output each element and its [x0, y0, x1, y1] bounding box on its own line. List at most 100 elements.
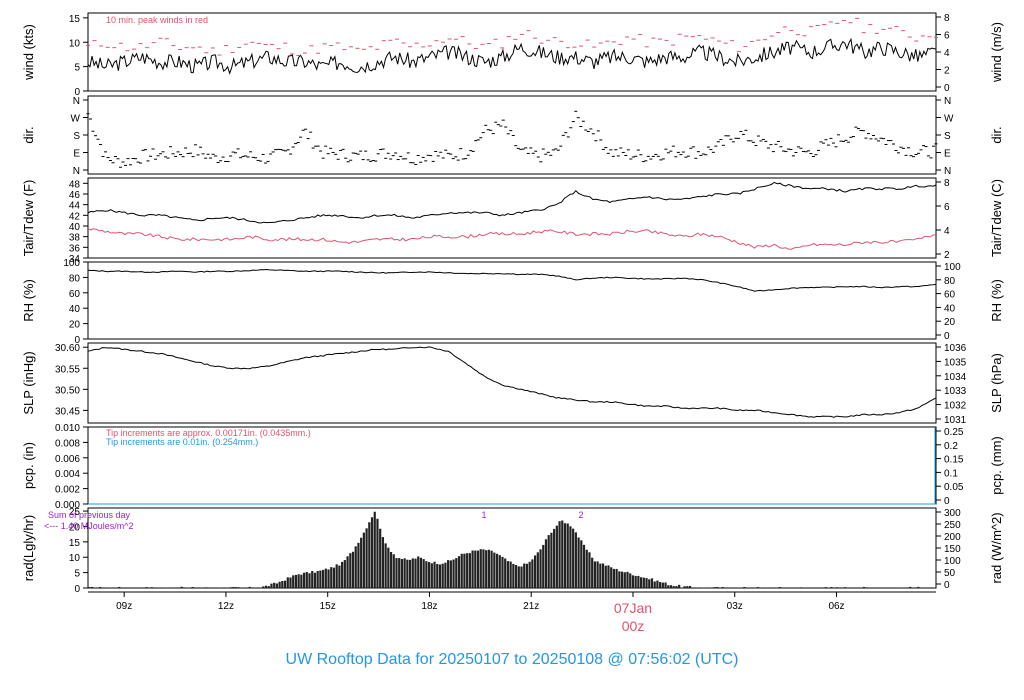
- x-tick-label: 03z: [727, 601, 743, 612]
- y-tick-label: 5: [74, 63, 80, 74]
- y-tick-label-right: 200: [944, 532, 961, 543]
- y-tick-label: E: [73, 149, 80, 160]
- y-tick-label-right: 300: [944, 508, 961, 519]
- chart-title: UW Rooftop Data for 20250107 to 20250108…: [286, 651, 739, 668]
- y-tick-label: 15: [69, 14, 81, 25]
- y-tick-label-right: 0.1: [944, 468, 958, 479]
- x-tick-label: 18z: [421, 601, 437, 612]
- panel-frame: [87, 95, 937, 175]
- y-axis-label: dir.: [21, 126, 36, 143]
- date-label: 07Jan: [614, 600, 652, 616]
- y-tick-label-right: 250: [944, 520, 961, 531]
- y-tick-label-right: 0.25: [944, 427, 964, 438]
- series-line: [87, 268, 937, 292]
- series-line: [87, 37, 937, 75]
- y-tick-label-right: 6: [944, 202, 950, 213]
- y-tick-label: S: [73, 131, 80, 142]
- y-tick-label-right: 8: [944, 178, 950, 189]
- y-tick-label: 0.002: [55, 485, 80, 496]
- panel-radiation: rad(Lgly/hr) rad (W/m^2)05101520250501001…: [21, 507, 1004, 595]
- y-tick-label-right: S: [944, 131, 951, 142]
- y-tick-label-right: 60: [944, 290, 956, 301]
- precip-annotation: Tip increments are 0.01in. (0.254mm.): [106, 437, 258, 447]
- y-axis-label-right: rad (W/m^2): [989, 512, 1004, 583]
- y-tick-label: 0: [74, 584, 80, 595]
- y-tick-label: 36: [69, 243, 81, 254]
- y-tick-label-right: 0.2: [944, 441, 958, 452]
- y-tick-label: 20: [69, 320, 81, 331]
- y-tick-label: 0.006: [55, 454, 80, 465]
- panel-frame: [87, 177, 937, 259]
- y-tick-label: 30.60: [55, 343, 80, 354]
- y-axis-label-right: SLP (hPa): [989, 353, 1004, 413]
- y-tick-label: 44: [69, 201, 81, 212]
- y-tick-label: 34: [69, 254, 81, 265]
- y-tick-label-right: 1035: [944, 357, 967, 368]
- y-tick-label-right: 0.05: [944, 482, 964, 493]
- y-tick-label-right: 4: [944, 48, 950, 59]
- x-axis: 09z 12z 15z 18z 21z 07Jan 00z 03z 06z: [88, 591, 936, 634]
- panel-frame: [87, 342, 937, 424]
- x-tick-label: 15z: [320, 601, 336, 612]
- y-tick-label-right: N: [944, 96, 951, 107]
- rad-marker: 2: [578, 510, 583, 520]
- panel-precipitation: pcp. (in) pcp. (mm) 0.000 0.002 0.004 0.006 0.…: [21, 423, 1004, 511]
- y-tick-label-right: W: [944, 114, 954, 125]
- x-tick-label: 06z: [828, 601, 844, 612]
- y-tick-label-right: 0: [944, 496, 950, 507]
- x-tick-label: 12z: [218, 601, 234, 612]
- rad-annotation: <--- 1.40 MJoules/m^2: [44, 521, 134, 531]
- y-tick-label-right: 1032: [944, 401, 967, 412]
- y-tick-label: 0: [74, 87, 80, 98]
- y-tick-label-right: 0: [944, 83, 950, 94]
- y-tick-label: 100: [63, 258, 80, 269]
- y-tick-label-right: N: [944, 166, 951, 177]
- y-axis-label-right: Tair/Tdew (C): [989, 179, 1004, 257]
- y-tick-label-right: 1036: [944, 343, 967, 354]
- y-tick-label: 0: [74, 335, 80, 346]
- y-tick-label: 42: [69, 211, 81, 222]
- panel-humidity: RH (%) RH (%) 0 20 40 60 80 100 0 20 40 60 80 100: [21, 258, 1004, 346]
- wind-annotation: 10 min. peak winds in red: [106, 15, 208, 25]
- x-tick-label: 09z: [116, 601, 132, 612]
- y-axis-label: wind (kts): [21, 24, 36, 81]
- y-tick-label-right: 20: [944, 317, 956, 328]
- y-axis-label-right: dir.: [989, 126, 1004, 143]
- y-tick-label: 10: [69, 553, 81, 564]
- y-tick-label-right: 1033: [944, 386, 967, 397]
- panel-temperature: Tair/Tdew (F) Tair/Tdew (C)34363840424446…: [21, 177, 1004, 265]
- y-axis-label: SLP (inHg): [21, 351, 36, 414]
- y-tick-label: 48: [69, 179, 81, 190]
- y-tick-label: 30.50: [55, 385, 80, 396]
- y-axis-label: rad(Lgly/hr): [21, 515, 36, 581]
- y-axis-label: pcp. (in): [21, 442, 36, 489]
- y-tick-label: 60: [69, 289, 81, 300]
- y-axis-label-right: RH (%): [989, 279, 1004, 322]
- y-tick-label: 0.000: [55, 500, 80, 511]
- y-tick-label-right: 1034: [944, 372, 967, 383]
- y-tick-label: 46: [69, 190, 81, 201]
- y-tick-label: 40: [69, 304, 81, 315]
- y-tick-label: N: [73, 166, 80, 177]
- y-tick-label-right: 6: [944, 31, 950, 42]
- panel-wind: wind (kts) wind (m/s) 0 5 10 15 0 2 4 6 8 10 min. p…: [21, 12, 1004, 98]
- y-tick-label: 30.45: [55, 406, 80, 417]
- y-tick-label-right: 2: [944, 250, 950, 261]
- y-tick-label-right: 1031: [944, 415, 967, 426]
- y-tick-label: 25: [69, 507, 81, 518]
- precip-annotation: Tip increments are approx. 0.00171in. (0…: [106, 428, 311, 438]
- y-tick-label-right: 150: [944, 544, 961, 555]
- y-tick-label-right: E: [944, 149, 951, 160]
- y-tick-label-right: 4: [944, 226, 950, 237]
- y-tick-label-right: 100: [944, 262, 961, 273]
- y-tick-label: 38: [69, 233, 81, 244]
- y-tick-label: 80: [69, 273, 81, 284]
- panel-direction: dir. dir.N NE ES SW WN N: [21, 95, 1004, 177]
- y-tick-label: 15: [69, 538, 81, 549]
- y-tick-label: 10: [69, 38, 81, 49]
- y-axis-label: Tair/Tdew (F): [21, 180, 36, 257]
- series-line: [87, 346, 937, 418]
- y-tick-label-right: 0.15: [944, 455, 964, 466]
